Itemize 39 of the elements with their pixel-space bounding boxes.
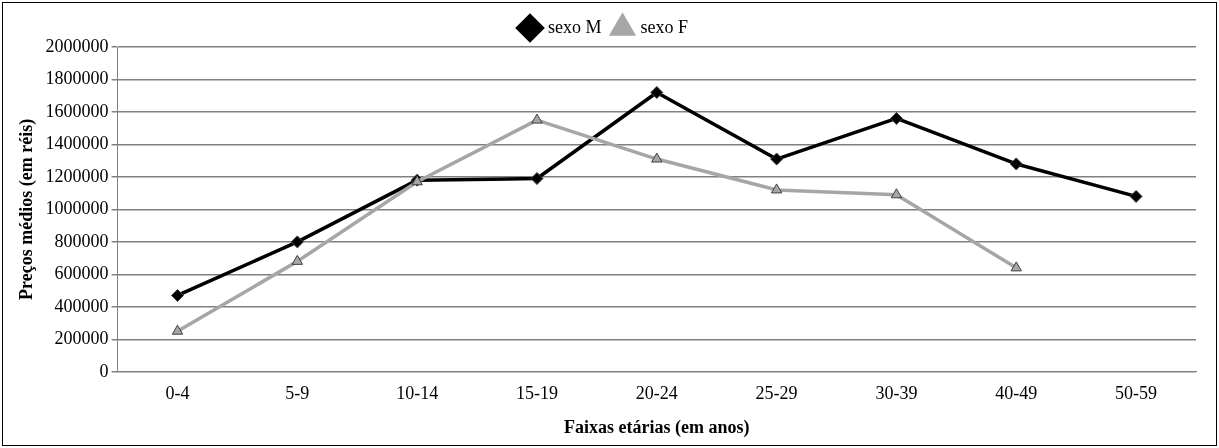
y-tick-label: 2000000 <box>45 35 109 56</box>
x-tick-label: 25-29 <box>755 383 798 404</box>
y-tick-label: 1600000 <box>45 100 109 121</box>
y-tick-label: 1800000 <box>45 68 109 89</box>
point <box>1129 189 1143 203</box>
x-tick-label: 40-49 <box>995 383 1038 404</box>
point <box>171 288 185 302</box>
point <box>1009 157 1023 171</box>
point <box>171 324 184 335</box>
x-tick-label: 15-19 <box>515 383 558 404</box>
y-tick-label: 400000 <box>54 295 109 316</box>
legend-label: sexo F <box>640 16 689 37</box>
y-tick-label: 1000000 <box>45 198 109 219</box>
point <box>889 111 903 125</box>
point <box>1010 261 1022 272</box>
point <box>291 254 304 265</box>
x-tick-label: 5-9 <box>285 383 310 404</box>
x-tick-label: 0-4 <box>165 383 190 404</box>
y-tick-label: 600000 <box>54 263 109 284</box>
point <box>890 188 903 199</box>
point <box>530 172 544 186</box>
y-tick-label: 200000 <box>54 328 109 349</box>
x-tick-label: 20-24 <box>635 383 678 404</box>
y-tick-label: 1200000 <box>45 165 109 186</box>
x-tick-label: 10-14 <box>396 383 439 404</box>
point <box>770 152 784 166</box>
y-tick-label: 1400000 <box>45 133 109 154</box>
legend-label: sexo M <box>548 16 602 37</box>
x-axis-title: Faixas etárias (em anos) <box>564 416 750 438</box>
x-tick-label: 30-39 <box>875 383 918 404</box>
point <box>651 152 663 163</box>
point <box>650 85 664 99</box>
x-tick-label: 50-59 <box>1115 383 1158 404</box>
y-tick-label: 0 <box>99 360 109 381</box>
y-tick-label: 800000 <box>54 230 109 251</box>
y-axis-title: Preços médios (em réis) <box>16 118 38 300</box>
point <box>290 235 304 249</box>
point <box>531 113 543 124</box>
point <box>770 183 783 194</box>
